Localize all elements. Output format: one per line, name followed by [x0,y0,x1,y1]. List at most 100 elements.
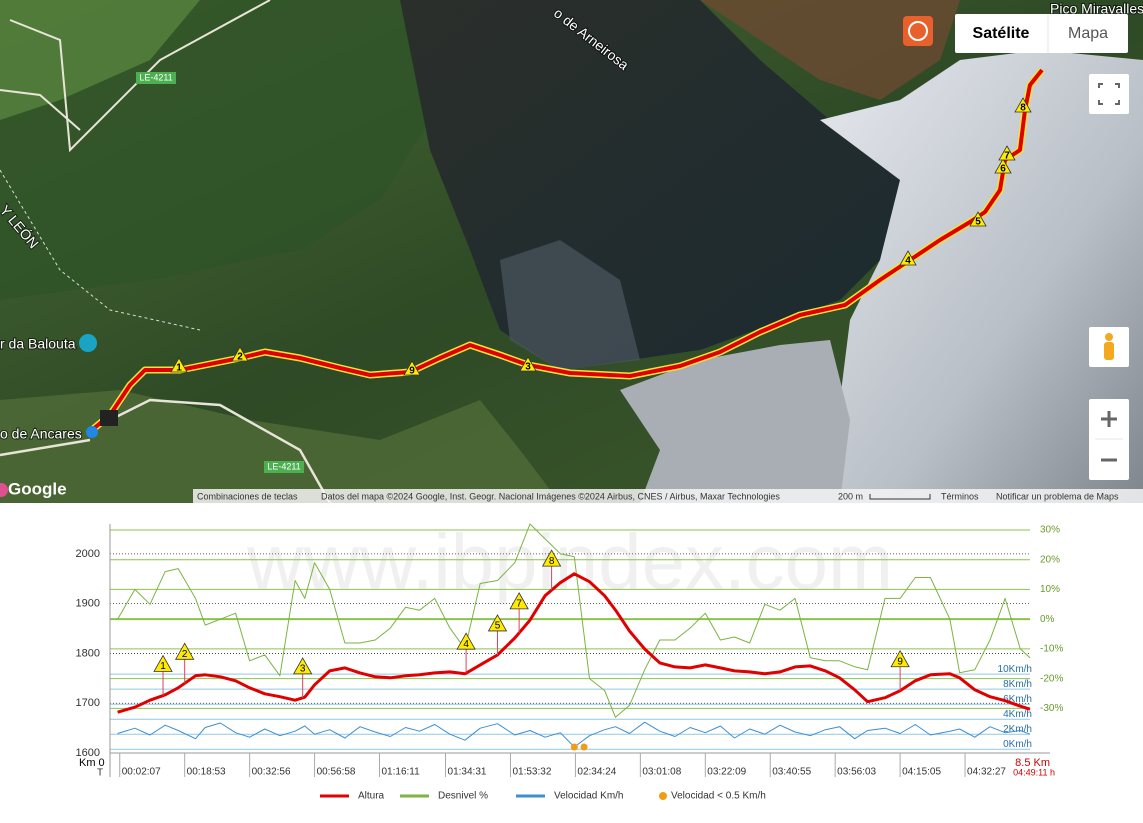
slope-tick-label: 0% [1040,614,1055,625]
map-data: Datos del mapa ©2024 Google, Inst. Geogr… [321,491,780,501]
waypoint-marker [170,357,188,373]
y-tick-label: 1700 [76,697,100,709]
x-tick-label: 03:22:09 [707,767,746,778]
x-tick-label: 01:53:32 [512,767,551,778]
waypoint-marker [403,360,421,376]
series-point [580,743,588,751]
waypoint-marker [969,211,987,227]
x-tick-label: 00:56:58 [317,767,356,778]
map[interactable]: 1 2 9 3 4 5 6 7 8 LE-4211 LE-4211 Pico Miravalle… [0,0,1143,504]
waypoint-marker [994,158,1012,174]
waypoint-marker [519,356,537,372]
road-label: LE-4211 [139,72,172,82]
speed-tick-label: 4Km/h [1003,709,1032,720]
terrain [0,0,200,120]
x-tick-label: 04:32:27 [967,767,1006,778]
map-button[interactable]: Mapa [1068,25,1108,42]
slope-tick-label: 10% [1040,584,1060,595]
slope-tick-label: -20% [1040,673,1063,684]
slope-tick-label: 30% [1040,525,1060,536]
x-tick-label: 03:01:08 [642,767,681,778]
legend-swatch [659,792,667,800]
waypoint-marker [998,145,1016,161]
road [0,89,81,131]
pegman-icon [1104,342,1114,360]
waypoint-marker [890,649,910,668]
place-label: o de Ancares [0,426,82,442]
terrain [500,240,640,370]
place-label: Pico Miravalles [1050,1,1143,17]
waypoint-label: 9 [409,366,415,377]
x-tick-label: 00:32:56 [252,767,291,778]
waypoint-marker [487,614,508,632]
road [0,438,91,457]
fullscreen-icon [1098,83,1120,105]
terrain [700,0,960,100]
x-tick-label: 03:40:55 [772,767,811,778]
series-point [570,743,578,751]
satellite-button[interactable]: Satélite [973,25,1030,42]
x-tick-label: 04:15:05 [902,767,941,778]
waypoint-label: 9 [897,656,903,667]
speed-tick-label: 6Km/h [1003,694,1032,705]
map-waypoints: 1 2 9 3 4 5 6 7 8 [170,97,1032,377]
x-tick-label: 00:18:53 [187,767,226,778]
zoom-in-button[interactable] [1101,411,1117,427]
waypoint-label: 6 [1000,164,1006,175]
waypoint-label: 5 [975,217,981,228]
elevation-chart: www.ibpindex.com 10Km/h8Km/h6Km/h4Km/h2K… [76,518,1064,802]
waypoint-label: 1 [160,661,166,672]
speed-tick-label: 8Km/h [1003,679,1032,690]
layer-icon-ring [908,21,928,41]
terrain [0,390,560,503]
waypoint-marker [509,592,529,610]
y-tick-label: 1900 [76,598,100,610]
slope-tick-label: -10% [1040,644,1063,655]
speed-tick-label: 0Km/h [1003,739,1032,750]
layer-icon[interactable] [903,16,933,46]
road [9,0,271,153]
scale-label: 200 m [838,491,863,501]
waypoint-label: 1 [176,363,182,374]
waypoint-marker [899,250,917,266]
y-tick-label: 2000 [76,548,100,560]
scale-bar [869,494,931,500]
x-tick-label: 00:02:07 [122,767,161,778]
logo-icon [0,483,8,497]
road [89,398,332,504]
time-end-label: 04:49:11 h [1013,767,1055,777]
fullscreen-button[interactable] [1089,74,1129,114]
waypoint-label: 7 [516,599,522,610]
terms-link[interactable]: Términos [941,491,979,501]
map-type-control [955,14,1128,53]
x-tick-label: 03:56:03 [837,767,876,778]
waypoint-label: 7 [1004,151,1010,162]
legend-label: Velocidad < 0.5 Km/h [671,791,766,802]
waypoint-marker [541,549,562,567]
camera-pin [79,334,97,352]
waypoint-label: 5 [495,621,501,632]
pegman-icon [1105,333,1113,341]
location-pin [86,426,98,438]
place-label: r da Balouta [0,336,76,352]
series-line [117,523,1031,718]
report-link[interactable]: Notificar un problema de Maps [996,491,1119,501]
finish-flag [100,410,118,426]
road-label: LE-4211 [267,461,300,471]
waypoint-label: 8 [1020,103,1026,114]
waypoint-label: 2 [182,649,188,660]
x-tick-label: 01:34:31 [448,767,487,778]
keyboard-shortcuts[interactable]: Combinaciones de teclas [197,491,298,501]
waypoint-marker [231,346,249,362]
waypoint-label: 4 [905,256,911,267]
time-label: T [97,768,103,779]
slope-tick-label: -30% [1040,703,1063,714]
waypoint-label: 4 [463,639,469,650]
x-tick-label: 01:16:11 [382,767,421,778]
x-tick-label: 02:34:24 [577,767,616,778]
y-tick-label: 1800 [76,647,100,659]
terrain [620,340,850,503]
waypoint-marker [1014,97,1032,113]
waypoint-label: 3 [525,362,531,373]
